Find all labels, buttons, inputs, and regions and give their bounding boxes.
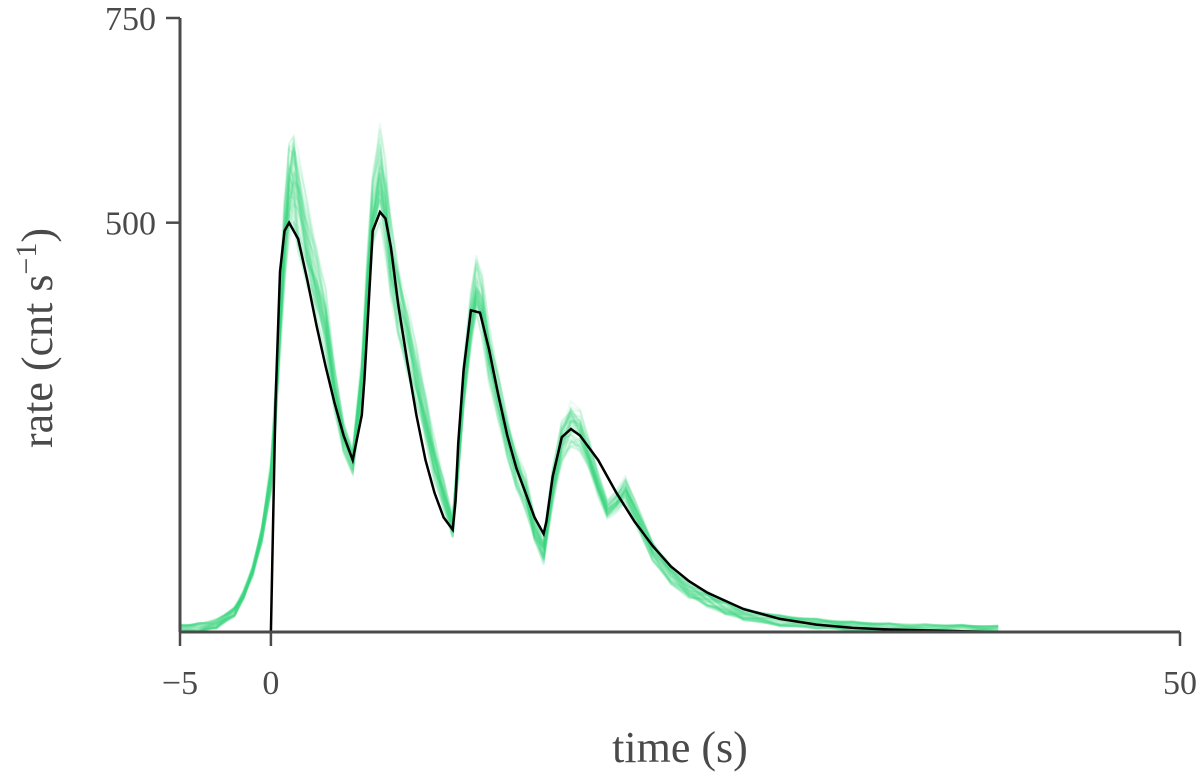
posterior-sample-line	[179, 146, 999, 634]
posterior-sample-line	[179, 192, 999, 634]
x-tick-label: 50	[1163, 665, 1197, 702]
x-tick-label: −5	[162, 665, 198, 702]
posterior-sample-line	[179, 183, 999, 634]
posterior-sample-line	[179, 179, 999, 633]
y-axis-title-exponent: −1	[10, 243, 43, 275]
posterior-sample-line	[179, 172, 999, 634]
x-tick-label: 0	[262, 665, 279, 702]
posterior-sample-line	[179, 172, 999, 633]
posterior-sample-line	[179, 180, 999, 633]
posterior-sample-line	[179, 178, 999, 633]
posterior-sample-line	[179, 181, 999, 633]
posterior-sample-line	[179, 159, 999, 634]
y-axis-title-close: )	[13, 228, 62, 243]
posterior-sample-line	[179, 158, 999, 634]
posterior-sample-line	[179, 173, 999, 633]
posterior-sample-line	[179, 164, 999, 634]
posterior-sample-band	[179, 123, 999, 634]
posterior-sample-line	[179, 176, 999, 633]
posterior-sample-line	[180, 173, 999, 633]
posterior-sample-line	[179, 166, 999, 633]
y-axis-title: rate (cnt s−1)	[10, 228, 62, 448]
posterior-sample-line	[179, 188, 999, 633]
y-tick-label: 500	[105, 206, 156, 243]
posterior-sample-line	[179, 187, 999, 634]
y-tick-label: 750	[105, 1, 156, 38]
posterior-sample-line	[179, 148, 999, 634]
axes: 500 750 −5 0 50	[105, 1, 1197, 702]
posterior-sample-line	[179, 172, 999, 633]
y-axis-title-main: rate (cnt s	[13, 275, 62, 448]
posterior-sample-line	[179, 194, 999, 634]
posterior-sample-line	[179, 141, 999, 633]
x-axis-title: time (s)	[612, 723, 748, 772]
model-line	[269, 209, 999, 634]
model-curve	[269, 209, 999, 634]
posterior-sample-line	[179, 158, 999, 633]
posterior-sample-line	[179, 198, 999, 634]
